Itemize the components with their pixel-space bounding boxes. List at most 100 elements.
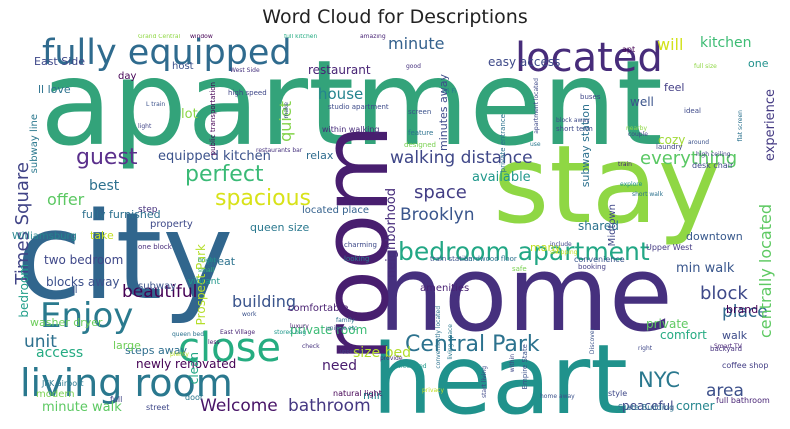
word: street [146, 403, 170, 412]
word: peaceful [622, 399, 674, 413]
word: located [515, 35, 663, 81]
word: ll [72, 285, 78, 296]
word: around [688, 139, 710, 146]
word: restaurants bar [256, 147, 303, 154]
word: ideal [684, 107, 701, 115]
word: queen bed [172, 331, 205, 338]
word: offer [47, 190, 85, 209]
word: etc [348, 325, 358, 332]
word: include [550, 241, 572, 248]
word: right [638, 345, 653, 352]
word: style [608, 389, 628, 398]
word: walking distance [390, 148, 533, 168]
word: heart [372, 324, 628, 419]
word: Upper West [646, 243, 693, 252]
word-cloud: apartment city stay home heart room full… [10, 34, 780, 419]
word: NYC [638, 368, 681, 392]
word: train [618, 161, 632, 168]
word: Welcome [200, 396, 278, 416]
word: desk chair [692, 161, 734, 170]
word: East Side [34, 55, 86, 68]
word: two bedroom [44, 253, 124, 267]
word: place [722, 302, 768, 322]
word: screen [408, 108, 432, 116]
word: JFK airport [42, 379, 84, 388]
word: good [406, 63, 421, 70]
word: privacy [422, 387, 445, 394]
word: kitchen [700, 35, 752, 51]
word: private entrance [499, 114, 507, 173]
word: relax [306, 149, 334, 162]
word: charming [344, 241, 377, 249]
word: well [630, 95, 654, 109]
word: full bathroom [716, 396, 770, 405]
word: door [185, 393, 204, 402]
word: everything [640, 148, 738, 169]
word: comfortable [288, 303, 349, 314]
word: amazing [360, 34, 386, 40]
word: fully equipped [42, 34, 292, 73]
word: restaurant [308, 63, 371, 77]
word: house [318, 85, 364, 103]
word: buses [580, 93, 601, 101]
word: newly renovated [136, 357, 237, 371]
word: high speed [228, 89, 267, 97]
word: neighborhood [384, 188, 399, 279]
word: stay [493, 123, 722, 248]
word: train station [430, 255, 473, 263]
word: Midtown [607, 204, 618, 247]
word: living room [20, 361, 233, 405]
word: large [113, 339, 141, 352]
word: flat screen [737, 110, 744, 142]
word: city [16, 188, 234, 327]
word: Discover [589, 328, 596, 355]
word: small [198, 267, 214, 274]
word: backyard [710, 345, 743, 353]
word: located place [302, 205, 370, 216]
word: high ceiling [696, 151, 731, 158]
word: laundry [656, 143, 683, 151]
word: best [89, 178, 120, 194]
word: fully furnished [82, 208, 161, 221]
word: space [414, 182, 467, 203]
word: minute [388, 34, 445, 53]
word: minutes away [437, 74, 450, 152]
word: one block [138, 243, 172, 251]
word: will [657, 35, 684, 54]
word: min [363, 389, 384, 402]
word: unique [326, 325, 347, 332]
word: Enjoy [40, 296, 134, 336]
word: shared [578, 219, 619, 233]
word: home away [540, 393, 575, 400]
word: steps away [125, 344, 188, 357]
word: block away [556, 117, 590, 124]
word: subway line [29, 114, 40, 174]
word: one [748, 57, 769, 70]
word: feel [664, 81, 685, 94]
word: explore [620, 181, 643, 188]
word: walk [722, 329, 748, 342]
word: booking [578, 263, 606, 271]
word: make [283, 102, 290, 119]
word: take [90, 229, 114, 242]
chart-title: Word Cloud for Descriptions [262, 6, 528, 28]
word: conveniently located [435, 306, 442, 369]
word: great [206, 255, 236, 268]
word: full size [694, 63, 717, 70]
word: property [150, 219, 193, 230]
word: cozy [658, 133, 686, 147]
word: equipped kitchen [158, 149, 271, 164]
word: feature [408, 129, 434, 137]
word: amenities [420, 283, 470, 294]
word: step [138, 205, 158, 215]
word: corner [676, 399, 715, 413]
word: upper east [340, 349, 367, 355]
word: need [322, 358, 357, 374]
word: Grand Central [138, 34, 181, 40]
word: luxury [290, 323, 309, 330]
word: natural light [333, 389, 382, 398]
word: window [190, 34, 213, 40]
word: private room [290, 323, 368, 337]
word: East Village [220, 329, 256, 336]
word: tree lined [398, 363, 427, 370]
